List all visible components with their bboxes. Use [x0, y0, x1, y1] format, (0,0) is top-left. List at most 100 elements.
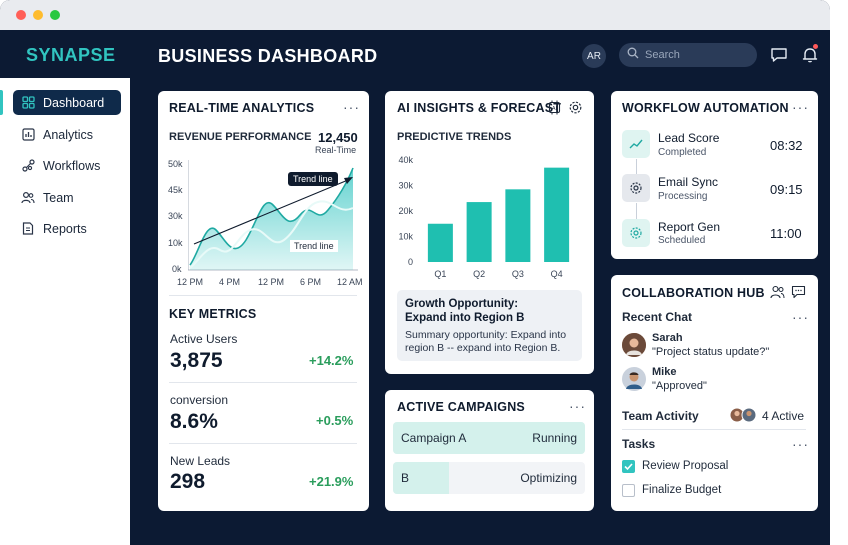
page-title: BUSINESS DASHBOARD	[158, 46, 378, 66]
divider	[169, 295, 357, 296]
card-title: WORKFLOW AUTOMATION	[622, 101, 789, 115]
sidebar-item-team[interactable]: Team	[13, 185, 121, 210]
metric-label: conversion	[170, 393, 229, 407]
realtime-analytics-card	[158, 91, 369, 511]
more-options-button[interactable]: ···	[792, 309, 809, 325]
y-tick-label: 30k	[398, 181, 413, 191]
revenue-sub: Real-Time	[315, 145, 357, 155]
campaign-progress	[393, 422, 585, 454]
y-tick-label: 45k	[168, 185, 183, 195]
sidebar-item-label: Analytics	[43, 127, 94, 142]
team-activity-label: Team Activity	[622, 409, 699, 423]
ai-chip-icon[interactable]: AI	[547, 100, 562, 120]
more-options-button[interactable]: ···	[792, 436, 809, 452]
search-icon	[627, 46, 639, 64]
campaign-name: Campaign A	[401, 431, 467, 445]
sidebar-item-workflows[interactable]: Workflows	[13, 153, 121, 178]
y-tick-label: 50k	[168, 159, 183, 169]
avatar	[622, 367, 646, 391]
workflow-name: Report Gen	[658, 220, 721, 234]
sidebar-item-reports[interactable]: Reports	[13, 216, 121, 241]
workflow-time: 11:00	[770, 226, 802, 241]
brand-bar	[0, 30, 130, 78]
workflow-status: Processing	[658, 191, 708, 202]
x-tick-label: Q4	[551, 269, 563, 279]
workflow-time: 09:15	[770, 182, 803, 197]
campaign-status: Optimizing	[520, 471, 577, 485]
chat-message: "Approved"	[652, 380, 707, 392]
chat-icon[interactable]	[770, 46, 788, 64]
x-tick-label: 6 PM	[300, 277, 322, 287]
bell-icon[interactable]	[801, 46, 819, 64]
task-label: Finalize Budget	[642, 484, 722, 496]
task-checkbox[interactable]	[622, 484, 635, 497]
campaign-status: Running	[532, 431, 577, 445]
predictive-trends-chart: 40k 30k 20k 10k 0 Q1 Q2 Q3 Q4	[398, 155, 570, 279]
revenue-value: 12,450	[318, 130, 358, 145]
sidebar-item-label: Dashboard	[43, 95, 105, 110]
metric-value: 3,875	[170, 349, 223, 372]
chat-sender: Mike	[652, 366, 677, 378]
y-tick-label: 30k	[168, 211, 183, 221]
sidebar-item-label: Reports	[43, 221, 87, 236]
team-icon[interactable]	[770, 285, 785, 304]
tasks-label: Tasks	[622, 437, 656, 451]
team-avatars	[729, 407, 759, 428]
notification-badge	[813, 44, 818, 49]
task-checkbox[interactable]	[622, 460, 635, 473]
campaign-name: B	[401, 471, 410, 485]
metric-delta: +14.2%	[309, 353, 354, 368]
workflow-status: Completed	[658, 147, 707, 158]
growth-callout: Growth Opportunity: Expand into Region B…	[397, 290, 582, 361]
divider	[169, 382, 357, 383]
sidebar-item-label: Team	[43, 190, 74, 205]
bar	[505, 189, 531, 262]
sidebar-item-dashboard[interactable]: Dashboard	[13, 90, 121, 115]
workflows-icon	[21, 159, 35, 173]
metric-delta: +0.5%	[316, 413, 354, 428]
bar	[544, 167, 570, 262]
workflow-time: 08:32	[770, 138, 803, 153]
callout-body: Summary opportunity: Expand into region …	[405, 329, 567, 354]
close-window-button[interactable]	[16, 10, 26, 20]
x-tick-label: Q2	[473, 269, 485, 279]
user-avatar[interactable]: AR	[582, 44, 606, 68]
task-label: Review Proposal	[642, 460, 729, 472]
title-bar	[0, 0, 830, 30]
y-tick-label: 20k	[398, 206, 413, 216]
more-options-button[interactable]: ···	[792, 99, 809, 115]
svg-text:AI: AI	[552, 106, 558, 112]
card-title: REAL-TIME ANALYTICS	[169, 101, 315, 115]
trend-line-label: Trend line	[290, 240, 338, 252]
y-tick-label: 10k	[168, 238, 183, 248]
gear-icon[interactable]	[568, 100, 583, 120]
team-icon	[21, 191, 35, 205]
trend-line-tooltip: Trend line	[288, 172, 338, 186]
metric-value: 298	[170, 470, 206, 493]
chat-icon[interactable]	[791, 285, 806, 304]
maximize-window-button[interactable]	[50, 10, 60, 20]
sidebar-item-label: Workflows	[43, 158, 101, 173]
gear-icon	[622, 219, 650, 247]
metric-value: 8.6%	[170, 410, 218, 433]
campaign-row[interactable]: B Optimizing	[393, 462, 585, 494]
analytics-icon	[21, 128, 35, 142]
workflow-name: Lead Score	[658, 131, 720, 145]
bar	[466, 202, 492, 262]
sidebar-item-analytics[interactable]: Analytics	[13, 122, 121, 147]
more-options-button[interactable]: ···	[343, 99, 360, 115]
chart-line-icon	[622, 130, 650, 158]
more-options-button[interactable]: ···	[569, 398, 586, 414]
callout-title: Growth Opportunity: Expand into Region B	[405, 298, 525, 324]
x-tick-label: Q3	[512, 269, 524, 279]
campaign-row[interactable]: Campaign A Running	[393, 422, 585, 454]
avatar	[622, 333, 646, 357]
workflow-connector	[636, 203, 637, 219]
minimize-window-button[interactable]	[33, 10, 43, 20]
key-metrics-title: KEY METRICS	[169, 307, 257, 321]
search-input[interactable]	[645, 49, 745, 61]
bar	[427, 223, 453, 262]
active-count: 4 Active	[762, 409, 805, 423]
x-tick-label: 12 AM	[337, 277, 363, 287]
active-nav-marker	[0, 90, 3, 115]
